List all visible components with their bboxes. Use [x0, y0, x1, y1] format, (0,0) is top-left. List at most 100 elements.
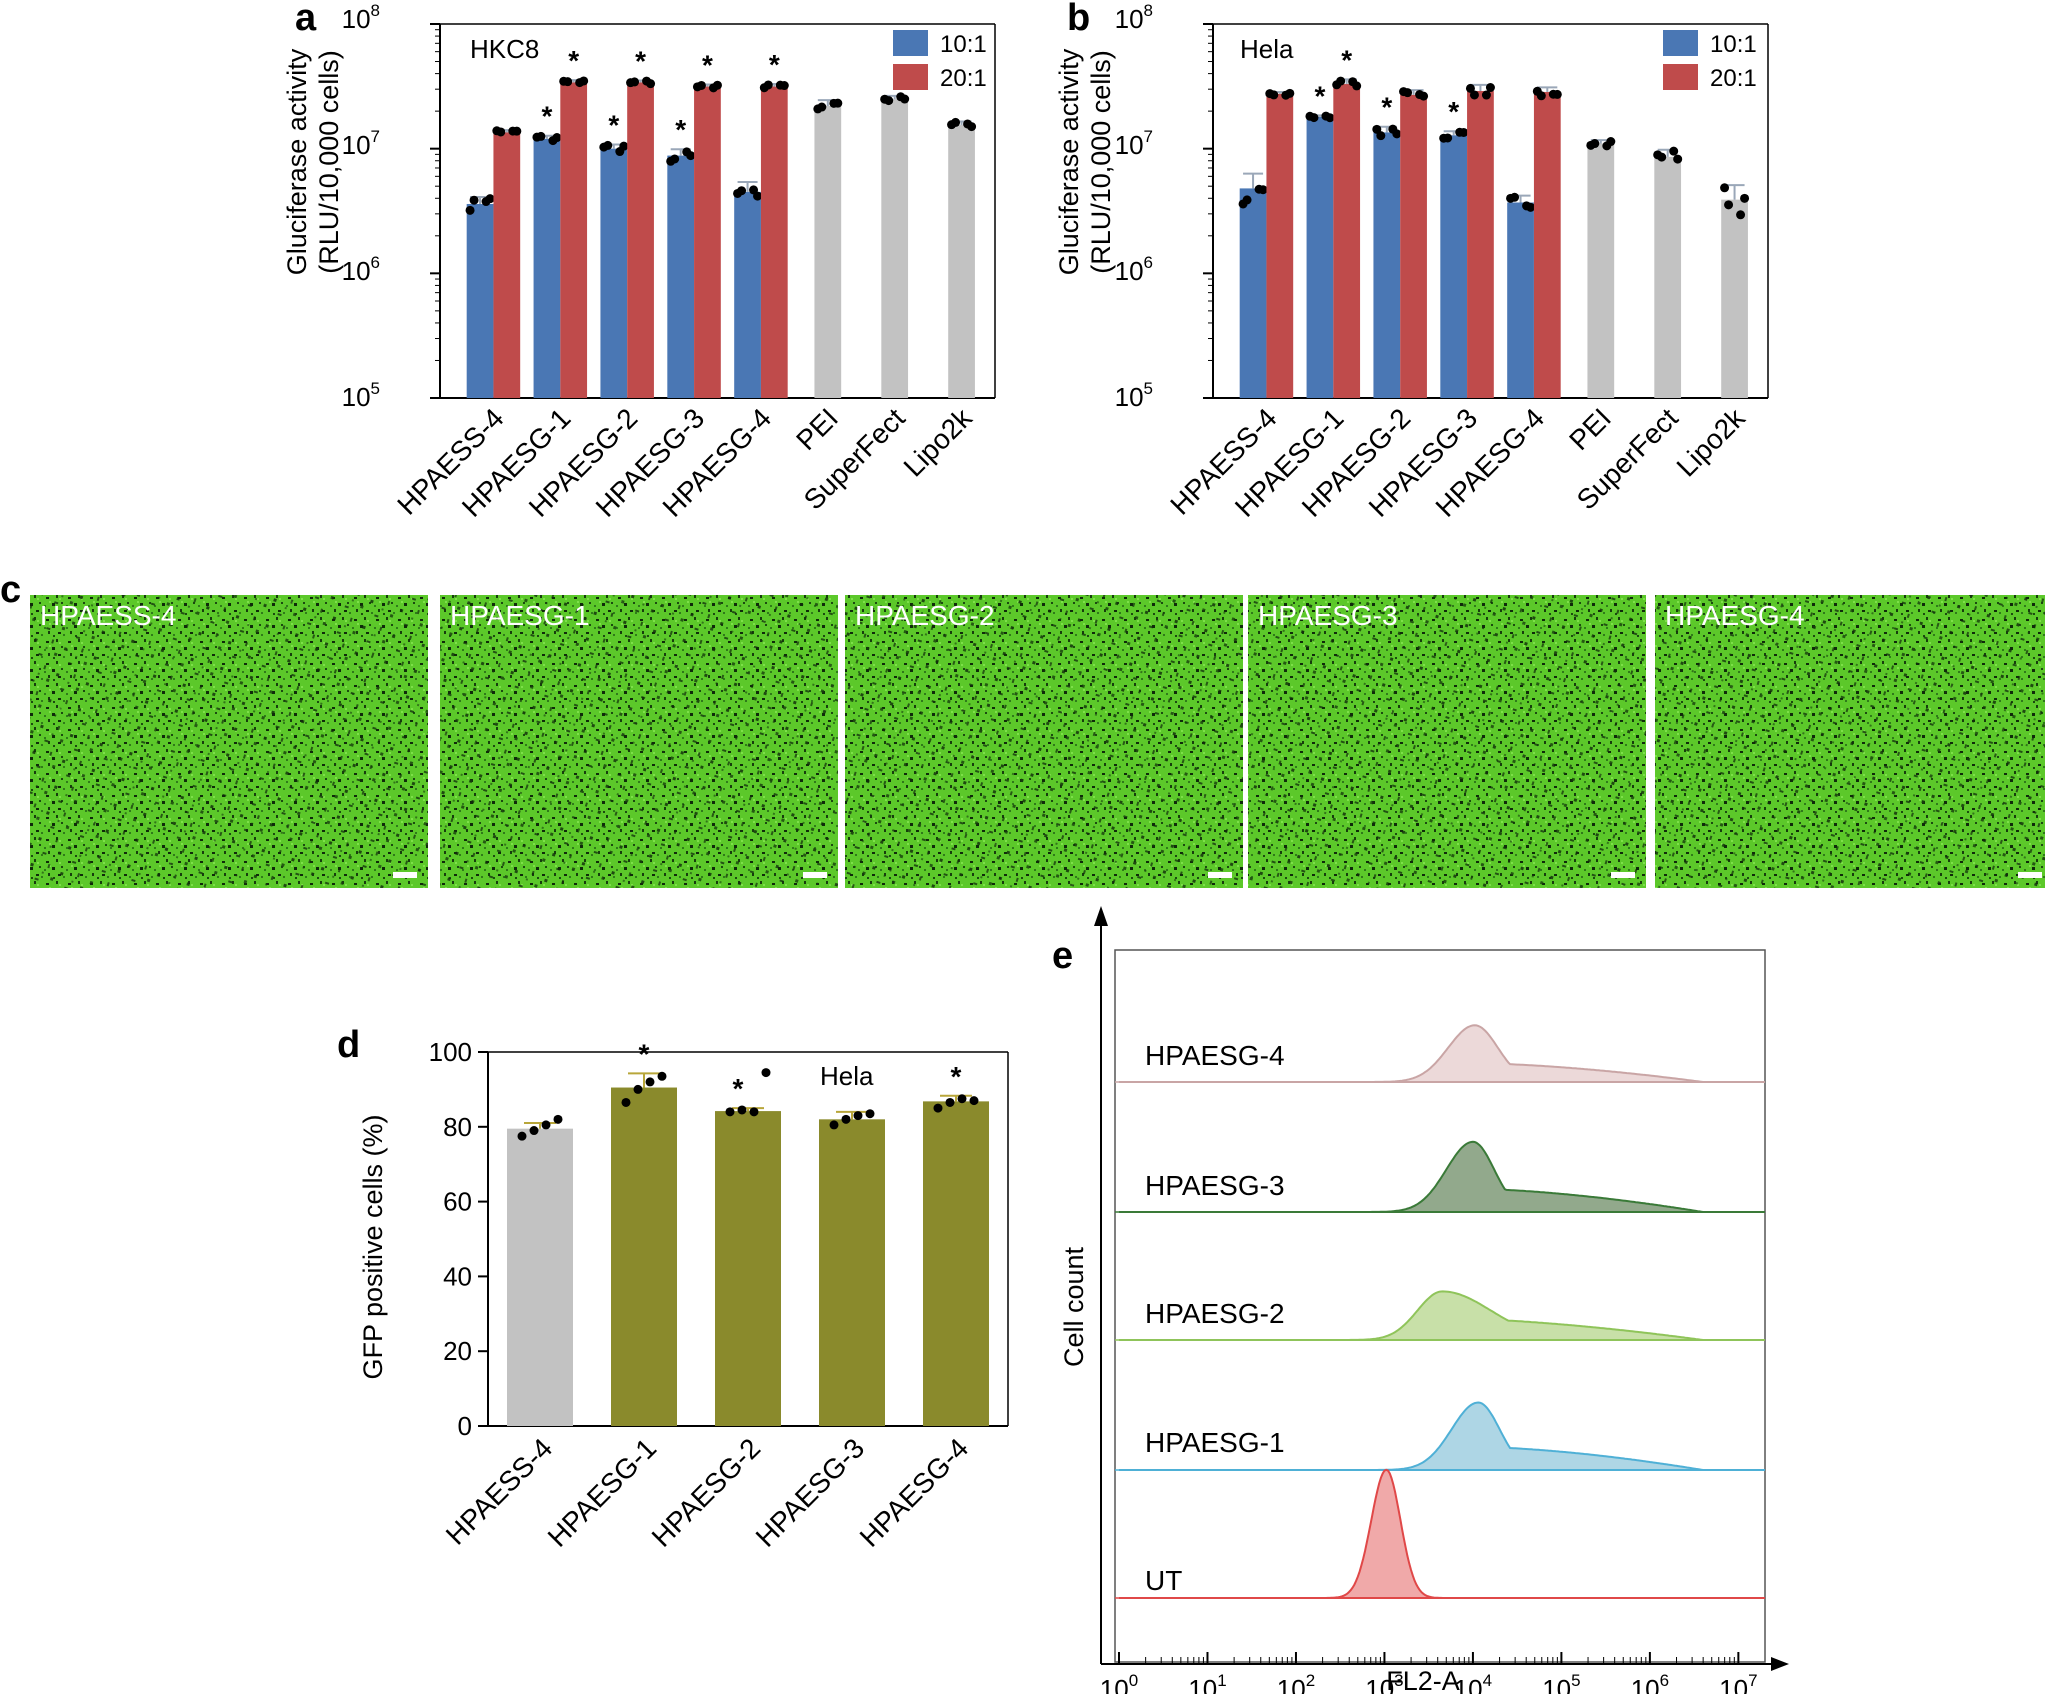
panel-b-significance-star: * — [1314, 80, 1325, 111]
panel-b-data-point — [1552, 89, 1562, 99]
panel-d-data-point — [865, 1109, 875, 1119]
panel-a-significance-star: * — [769, 49, 780, 80]
panel-b-data-point — [1269, 90, 1279, 100]
panel-a-bars: * * * * * * * — [430, 23, 996, 399]
panel-b-bar — [1507, 202, 1534, 398]
panel-a-letter: a — [295, 0, 317, 39]
panel-e-x-tick-label: 100 — [1100, 1671, 1138, 1694]
panel-e-x-tick-label: 101 — [1188, 1671, 1226, 1694]
panel-a-y-tick-label: 107 — [342, 127, 380, 160]
panel-a-y-title-line2: (RLU/10,000 cells) — [314, 50, 344, 274]
panel-b-significance-star: * — [1381, 92, 1392, 123]
panel-a-bar — [560, 82, 588, 398]
panel-b-data-point — [1459, 127, 1469, 137]
panel-d-data-point — [957, 1094, 967, 1104]
panel-e-y-axis-arrow — [1094, 906, 1108, 926]
micrograph-label: HPAESG-3 — [1258, 600, 1398, 631]
svg-text:107: 107 — [1115, 127, 1153, 160]
panel-d-data-point — [621, 1097, 631, 1107]
panel-d-y-ticks: 0 20 40 60 80 100 — [429, 1037, 488, 1441]
panel-d-bar — [507, 1128, 573, 1426]
panel-a-significance-star: * — [675, 114, 686, 145]
panel-d-annotation: Hela — [820, 1061, 874, 1091]
panel-a-data-point — [512, 126, 522, 136]
micrograph-texture — [440, 595, 838, 888]
panel-a-category-labels: HPAESS-4HPAESG-1HPAESG-2HPAESG-3HPAESG-4… — [391, 402, 978, 523]
panel-d-data-point — [541, 1120, 551, 1130]
scale-bar — [393, 872, 417, 878]
panel-b-data-point — [1669, 146, 1679, 156]
panel-a-data-point — [619, 141, 629, 151]
panel-a-significance-star: * — [608, 109, 619, 140]
svg-text:106: 106 — [342, 253, 380, 286]
panel-d-significance-star: * — [733, 1073, 744, 1104]
panel-e-x-axis-title: FL2-A — [1386, 1666, 1460, 1694]
panel-a-significance-star: * — [568, 45, 579, 76]
panel-a-significance-star: * — [541, 101, 552, 132]
panel-d-data-point — [933, 1103, 943, 1113]
panel-b-data-point — [1526, 202, 1536, 212]
panel-a-data-point — [465, 205, 475, 215]
panel-a-data-point — [833, 98, 843, 108]
panel-b-data-point — [1469, 90, 1479, 100]
panel-a-annotation: HKC8 — [470, 34, 539, 64]
panel-d-category-label: HPAESG-4 — [854, 1432, 975, 1553]
panel-a-significance-star: * — [635, 46, 646, 77]
panel-a-category-label: Lipo2k — [898, 402, 979, 483]
panel-d-data-point — [645, 1077, 655, 1087]
panel-b-data-point — [1485, 83, 1495, 93]
panel-a-data-point — [951, 117, 961, 127]
micrograph-label: HPAESG-4 — [1665, 600, 1805, 631]
panel-b-data-point — [1309, 113, 1319, 123]
panel-b: b Gluciferase activity (RLU/10,000 cells… — [1054, 0, 1769, 523]
panel-b-y-title-line2: (RLU/10,000 cells) — [1086, 50, 1116, 274]
panel-a-data-point — [900, 94, 910, 104]
panel-b-letter: b — [1067, 0, 1090, 39]
panel-b-data-point — [1443, 133, 1453, 143]
panel-b-data-point — [1510, 192, 1520, 202]
panel-a-data-point — [646, 79, 656, 89]
panel-a-bar — [667, 155, 695, 398]
panel-a-data-point — [884, 96, 894, 106]
panel-d-data-point — [945, 1097, 955, 1107]
micrograph-texture — [845, 595, 1243, 888]
panel-b-data-point — [1285, 88, 1295, 98]
panel-b-y-title-line1: Gluciferase activity — [1054, 48, 1084, 275]
micrograph-texture — [1655, 595, 2045, 888]
panel-e-series-label: HPAESG-2 — [1145, 1298, 1285, 1329]
panel-e-x-tick-label: 102 — [1277, 1671, 1315, 1694]
scale-bar — [2018, 872, 2042, 878]
panel-a-data-point — [485, 194, 495, 204]
panel-b-category-labels: HPAESS-4HPAESG-1HPAESG-2HPAESG-3HPAESG-4… — [1164, 402, 1751, 523]
panel-b-data-point — [1465, 83, 1475, 93]
panel-a-data-point — [496, 127, 506, 137]
panel-b-data-point — [1325, 113, 1335, 123]
panel-d-data-point — [853, 1111, 863, 1121]
panel-a-data-point — [469, 195, 479, 205]
panel-e-histograms: HPAESG-4 HPAESG-3 HPAESG-2 HPAESG-1 UT — [1094, 906, 1789, 1671]
panel-a-y-ticks: 105 106 107 108 — [342, 1, 380, 412]
panel-b-bar — [1533, 91, 1561, 398]
panel-d-category-label: HPAESG-2 — [646, 1432, 767, 1553]
panel-d-letter: d — [337, 1024, 360, 1066]
panel-e-x-tick-label: 105 — [1542, 1671, 1580, 1694]
panel-a-bar — [734, 191, 761, 398]
panel-d-data-point — [969, 1096, 979, 1106]
panel-d-data-point — [761, 1068, 771, 1078]
panel-a-data-point — [603, 140, 613, 150]
panel-b-bar — [1266, 93, 1294, 399]
panel-e-x-axis-arrow — [1771, 1657, 1789, 1671]
scale-bar — [803, 872, 827, 878]
panel-e-series-label: UT — [1145, 1565, 1182, 1596]
panel-e-letter: e — [1052, 935, 1073, 977]
panel-a-annotation-anchor — [450, 28, 451, 29]
panel-b-significance-star: * — [1341, 44, 1352, 75]
panel-a-data-point — [737, 186, 747, 196]
panel-d-category-label: HPAESS-4 — [440, 1432, 558, 1550]
panel-a-bar — [466, 203, 494, 398]
panel-b-legend-swatch-20-1 — [1663, 64, 1698, 90]
panel-b-bar — [1239, 188, 1267, 398]
panel-d-data-point — [553, 1114, 563, 1124]
panel-b-category-label: Lipo2k — [1671, 402, 1752, 483]
micrograph-texture — [30, 595, 428, 888]
